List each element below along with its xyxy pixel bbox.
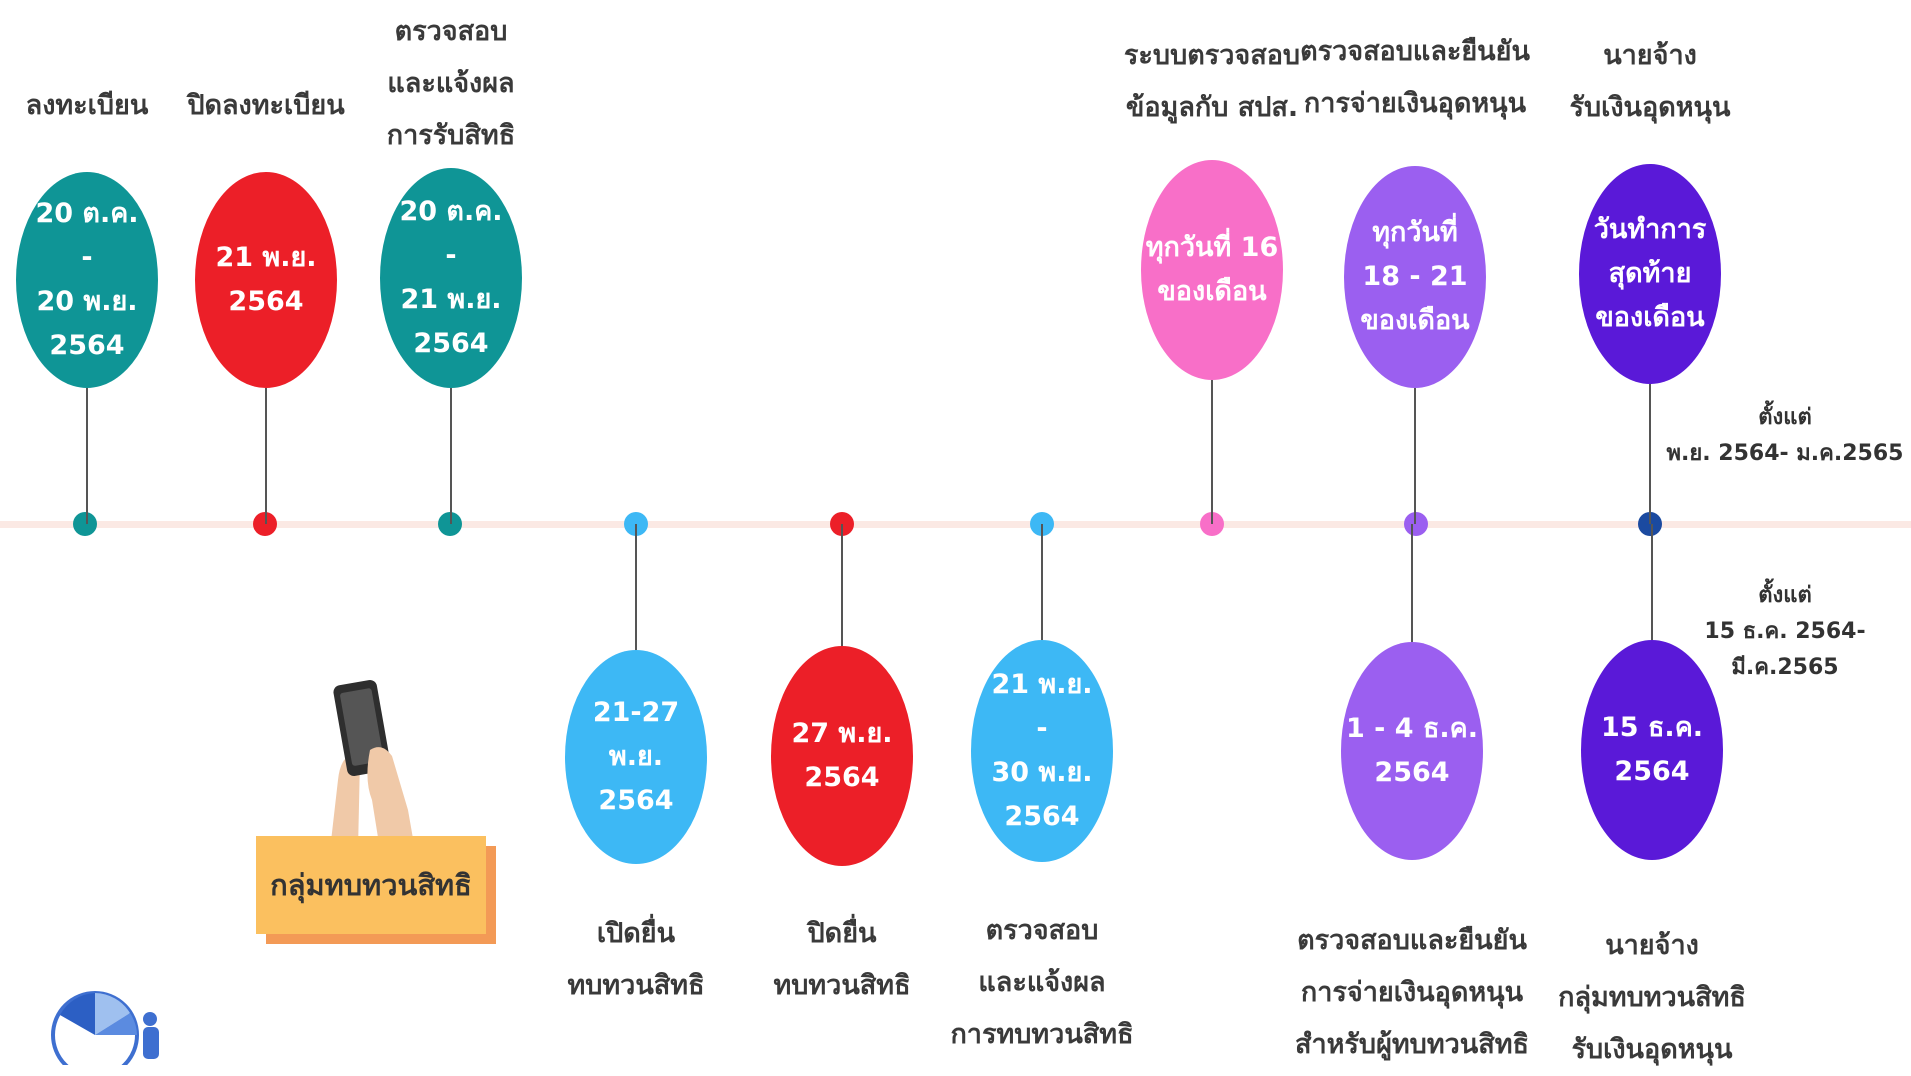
milestone-stem <box>841 524 843 646</box>
milestone-stem <box>635 524 637 650</box>
review-group-label: กลุ่มทบทวนสิทธิ <box>256 836 486 934</box>
milestone-caption: ตรวจสอบและยืนยัน การจ่ายเงินอุดหนุน <box>1300 36 1530 119</box>
milestone-stem <box>1414 388 1416 524</box>
milestone-stem <box>1211 380 1213 524</box>
timeline-dot <box>1404 512 1428 536</box>
milestone-caption: ตรวจสอบ และแจ้งผล การทบทวนสิทธิ <box>950 915 1134 1050</box>
milestone-caption: นายจ้าง รับเงินอุดหนุน <box>1569 40 1731 123</box>
milestone-stem <box>86 388 88 524</box>
milestone-date-bubble: วันทำการ สุดท้าย ของเดือน <box>1579 164 1721 384</box>
timeline-dot <box>73 512 97 536</box>
milestone-date-bubble: 20 ต.ค. - 21 พ.ย. 2564 <box>380 168 522 388</box>
milestone-date-bubble: ทุกวันที่ 18 - 21 ของเดือน <box>1344 166 1486 388</box>
milestone-stem <box>450 388 452 524</box>
milestone-caption: ลงทะเบียน <box>25 90 149 121</box>
milestone-caption: เปิดยื่น ทบทวนสิทธิ <box>567 918 705 1001</box>
milestone-date-bubble: 27 พ.ย. 2564 <box>771 646 913 866</box>
pie-chart-person-icon <box>50 975 170 1076</box>
milestone-stem <box>1651 524 1653 640</box>
milestone-stem <box>1411 524 1413 642</box>
milestone-caption: ระบบตรวจสอบ ข้อมูลกับ สปส. <box>1123 40 1301 123</box>
milestone-stem <box>265 388 267 524</box>
milestone-caption: ปิดลงทะเบียน <box>187 90 345 121</box>
milestone-date-bubble: 21 พ.ย. - 30 พ.ย. 2564 <box>971 640 1113 862</box>
milestone-stem <box>1041 524 1043 640</box>
milestone-caption: นายจ้าง กลุ่มทบทวนสิทธิ รับเงินอุดหนุน <box>1558 930 1746 1065</box>
upper-date-range-note: ตั้งแต่ พ.ย. 2564- ม.ค.2565 <box>1666 405 1904 466</box>
lower-date-range-note: ตั้งแต่ 15 ธ.ค. 2564- มี.ค.2565 <box>1704 583 1866 680</box>
milestone-caption: ปิดยื่น ทบทวนสิทธิ <box>773 918 911 1001</box>
hand-holding-phone-icon <box>320 670 430 854</box>
milestone-date-bubble: 20 ต.ค. - 20 พ.ย. 2564 <box>16 172 158 388</box>
milestone-caption: ตรวจสอบ และแจ้งผล การรับสิทธิ <box>386 16 516 151</box>
timeline-axis <box>0 521 1911 528</box>
milestone-date-bubble: 15 ธ.ค. 2564 <box>1581 640 1723 860</box>
milestone-date-bubble: ทุกวันที่ 16 ของเดือน <box>1141 160 1283 380</box>
milestone-date-bubble: 1 - 4 ธ.ค. 2564 <box>1341 642 1483 860</box>
milestone-stem <box>1649 384 1651 524</box>
milestone-date-bubble: 21-27 พ.ย. 2564 <box>565 650 707 864</box>
milestone-caption: ตรวจสอบและยืนยัน การจ่ายเงินอุดหนุน สำหร… <box>1294 925 1529 1060</box>
milestone-date-bubble: 21 พ.ย. 2564 <box>195 172 337 388</box>
